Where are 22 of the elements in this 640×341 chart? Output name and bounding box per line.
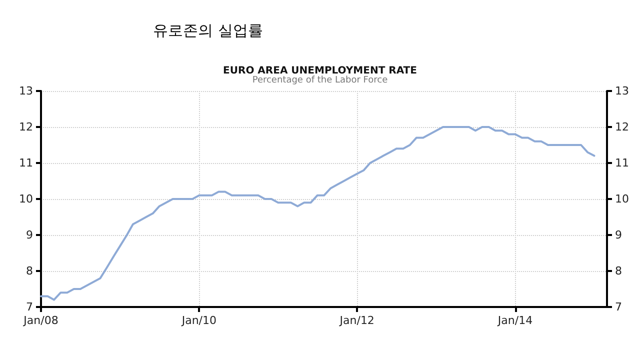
y2-tick-label: 13 xyxy=(615,84,629,98)
x-tick-label: Jan/10 xyxy=(180,314,216,327)
y-tick-label: 12 xyxy=(19,120,33,134)
y-tick-label: 13 xyxy=(19,84,33,98)
y2-tick-label: 8 xyxy=(615,264,622,278)
y2-tick-label: 12 xyxy=(615,120,629,134)
y-tick-label: 9 xyxy=(26,228,33,242)
y-tick-label: 10 xyxy=(19,192,33,206)
y2-tick-label: 7 xyxy=(615,300,622,314)
text: Percentage of the Labor Force xyxy=(252,76,388,86)
y-tick-label: 7 xyxy=(26,300,33,314)
chart-subtitle: EURO AREA UNEMPLOYMENT RATE xyxy=(223,66,418,76)
chart-title: 유로존의 실업률 xyxy=(153,22,263,40)
y2-tick-label: 9 xyxy=(615,228,622,242)
x-tick-label: Jan/12 xyxy=(338,314,374,327)
y2-tick-label: 11 xyxy=(615,156,629,170)
x-tick-label: Jan/14 xyxy=(496,314,533,327)
x-tick-label: Jan/08 xyxy=(22,314,58,327)
line-series xyxy=(40,126,596,301)
y-tick-label: 11 xyxy=(19,156,33,170)
y2-tick-label: 10 xyxy=(615,192,629,206)
y-tick-label: 8 xyxy=(26,264,33,278)
